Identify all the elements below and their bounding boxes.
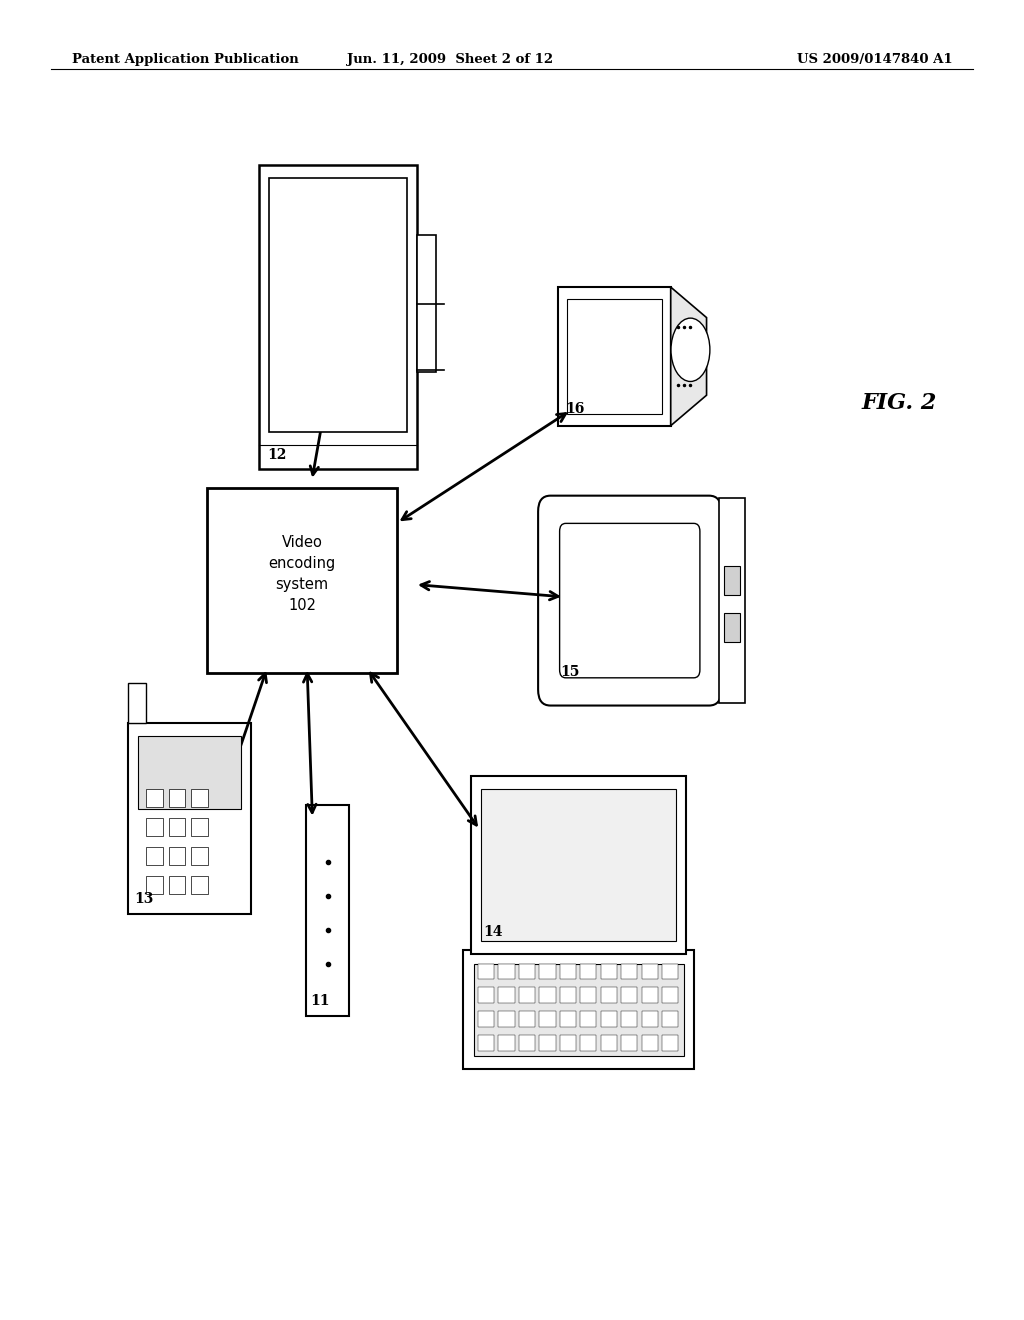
Ellipse shape [671, 318, 710, 381]
Bar [580, 987, 596, 1003]
Bar [477, 987, 494, 1003]
Polygon shape [671, 288, 707, 425]
Bar [498, 987, 514, 1003]
Bar [600, 964, 616, 979]
Bar [559, 1011, 575, 1027]
Bar [169, 847, 185, 866]
Bar [580, 1035, 596, 1051]
Bar [169, 817, 185, 837]
Text: Jun. 11, 2009  Sheet 2 of 12: Jun. 11, 2009 Sheet 2 of 12 [347, 53, 554, 66]
Bar [600, 1035, 616, 1051]
Text: 14: 14 [483, 924, 503, 939]
Bar [418, 235, 436, 372]
Bar [559, 987, 575, 1003]
Bar [191, 817, 208, 837]
Bar [481, 789, 676, 941]
Bar [169, 876, 185, 895]
Text: Patent Application Publication: Patent Application Publication [72, 53, 298, 66]
Bar [724, 612, 740, 642]
Bar [539, 1035, 555, 1051]
Bar [641, 987, 657, 1003]
Text: US 2009/0147840 A1: US 2009/0147840 A1 [797, 53, 952, 66]
Bar [662, 1011, 678, 1027]
Bar [539, 987, 555, 1003]
Bar [138, 737, 241, 809]
FancyBboxPatch shape [559, 523, 700, 678]
Bar [473, 964, 684, 1056]
Bar [724, 566, 740, 595]
Bar [641, 1035, 657, 1051]
Bar [471, 776, 686, 954]
Bar [477, 964, 494, 979]
Text: 16: 16 [565, 403, 585, 417]
Bar [128, 723, 251, 913]
Bar [518, 1011, 535, 1027]
Bar [477, 1011, 494, 1027]
Bar [498, 1011, 514, 1027]
Bar [268, 178, 408, 432]
Bar [539, 964, 555, 979]
Bar [559, 1035, 575, 1051]
Bar [463, 950, 694, 1069]
Bar [191, 788, 208, 807]
Bar [518, 1035, 535, 1051]
Bar [621, 1011, 637, 1027]
Bar [146, 876, 163, 895]
Bar [662, 964, 678, 979]
Bar [498, 964, 514, 979]
Bar [621, 987, 637, 1003]
Bar [518, 987, 535, 1003]
Bar [258, 165, 418, 469]
Bar [641, 964, 657, 979]
Bar [621, 1035, 637, 1051]
Bar [498, 1035, 514, 1051]
Bar [518, 964, 535, 979]
Bar [567, 300, 662, 414]
Bar [191, 876, 208, 895]
Bar [191, 847, 208, 866]
Bar [621, 964, 637, 979]
Text: 11: 11 [310, 994, 330, 1008]
Bar [477, 1035, 494, 1051]
Bar [128, 682, 146, 722]
Text: 15: 15 [561, 665, 580, 678]
Bar [719, 498, 745, 704]
Text: 12: 12 [266, 447, 286, 462]
Bar [558, 288, 671, 425]
Bar [169, 788, 185, 807]
Bar [559, 964, 575, 979]
Bar [662, 987, 678, 1003]
Bar [600, 987, 616, 1003]
Bar [600, 1011, 616, 1027]
FancyBboxPatch shape [539, 495, 721, 705]
Bar [146, 788, 163, 807]
Bar [641, 1011, 657, 1027]
Bar [580, 1011, 596, 1027]
Text: 13: 13 [134, 892, 154, 906]
Text: Video
encoding
system
102: Video encoding system 102 [268, 535, 336, 614]
Bar [580, 964, 596, 979]
Bar [662, 1035, 678, 1051]
Bar [539, 1011, 555, 1027]
Bar [207, 488, 396, 673]
Bar [306, 805, 349, 1016]
Text: FIG. 2: FIG. 2 [861, 392, 937, 413]
Bar [146, 847, 163, 866]
Bar [146, 817, 163, 837]
